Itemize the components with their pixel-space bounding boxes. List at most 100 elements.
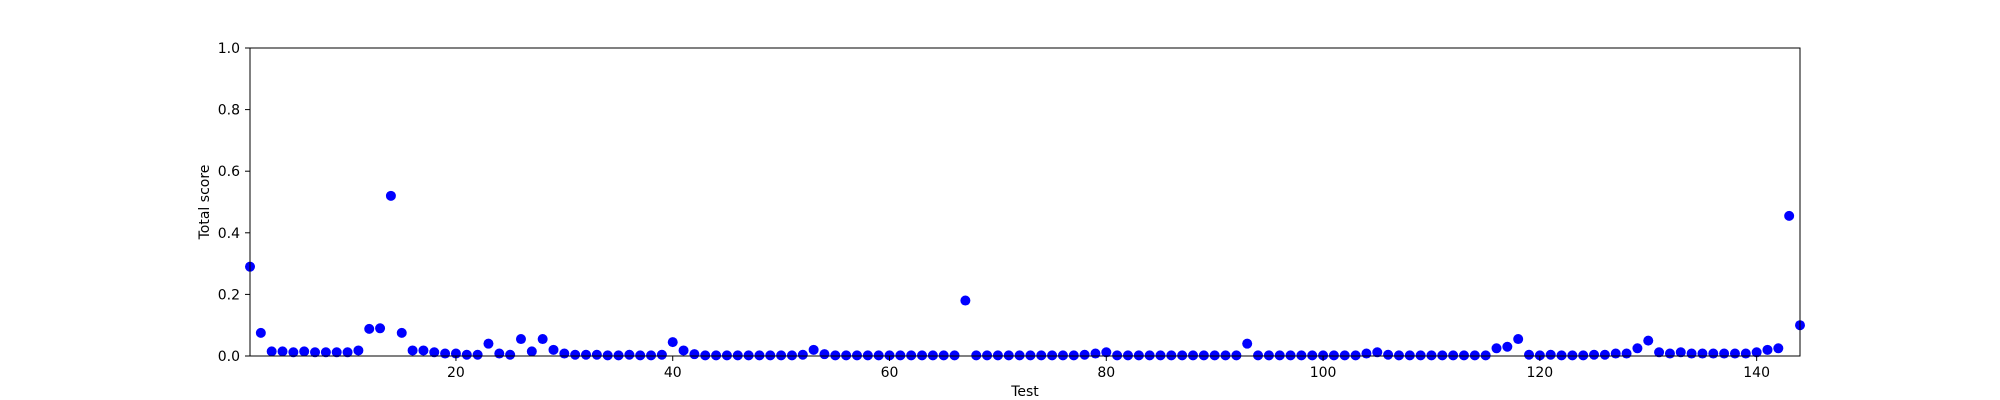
data-point — [1675, 347, 1686, 358]
data-point — [1253, 350, 1264, 361]
data-point — [375, 323, 386, 334]
data-point — [624, 349, 635, 360]
data-point — [635, 350, 646, 361]
data-point — [602, 350, 613, 361]
y-tick-label: 0.8 — [218, 103, 240, 119]
data-point — [331, 347, 342, 358]
data-point — [1036, 350, 1047, 361]
data-point — [1133, 350, 1144, 361]
data-point — [1372, 347, 1383, 358]
data-point — [418, 345, 429, 356]
x-tick-label: 60 — [881, 365, 899, 381]
x-tick-label: 140 — [1743, 365, 1770, 381]
data-point — [689, 349, 700, 360]
x-tick-label: 20 — [447, 365, 465, 381]
data-point — [1318, 350, 1329, 361]
data-point — [808, 344, 819, 355]
data-point — [776, 350, 787, 361]
data-point — [461, 349, 472, 360]
x-axis-label: Test — [1010, 384, 1039, 400]
data-point — [1513, 334, 1524, 345]
data-point — [1469, 350, 1480, 361]
data-point — [721, 350, 732, 361]
data-point — [765, 350, 776, 361]
data-point — [1166, 350, 1177, 361]
data-point — [1502, 341, 1513, 352]
data-points — [245, 190, 1805, 361]
data-point — [1524, 349, 1535, 360]
y-tick-label: 0.2 — [218, 287, 240, 303]
data-point — [1003, 350, 1014, 361]
data-point — [1025, 350, 1036, 361]
data-point — [1328, 350, 1339, 361]
data-point — [1383, 349, 1394, 360]
plot-frame — [249, 47, 1801, 357]
data-point — [678, 345, 689, 356]
data-point — [266, 346, 277, 357]
data-point — [1263, 350, 1274, 361]
data-point — [537, 334, 548, 345]
data-point — [1393, 350, 1404, 361]
data-point — [1231, 350, 1242, 361]
data-point — [1545, 349, 1556, 360]
data-point — [1361, 348, 1372, 359]
data-point — [1458, 350, 1469, 361]
data-point — [1643, 335, 1654, 346]
data-point — [364, 323, 375, 334]
data-point — [992, 350, 1003, 361]
data-point — [440, 348, 451, 359]
data-point — [1339, 350, 1350, 361]
data-point — [1122, 350, 1133, 361]
data-point — [1654, 347, 1665, 358]
data-point — [786, 350, 797, 361]
data-point — [342, 347, 353, 358]
data-point — [1057, 350, 1068, 361]
data-point — [396, 327, 407, 338]
y-tick-label: 0.6 — [218, 164, 240, 180]
data-point — [505, 349, 516, 360]
data-point — [472, 349, 483, 360]
data-point — [1610, 348, 1621, 359]
data-point — [1014, 350, 1025, 361]
data-point — [1188, 350, 1199, 361]
data-point — [255, 327, 266, 338]
data-point — [732, 350, 743, 361]
data-point — [949, 350, 960, 361]
data-point — [971, 350, 982, 361]
x-tick-label: 80 — [1097, 365, 1115, 381]
data-point — [1686, 348, 1697, 359]
data-point — [1112, 350, 1123, 361]
data-point — [700, 350, 711, 361]
data-point — [494, 348, 505, 359]
data-point — [559, 348, 570, 359]
y-axis-label: Total score — [197, 165, 213, 241]
data-point — [1773, 343, 1784, 354]
data-point — [1404, 350, 1415, 361]
y-tick-label: 0.4 — [218, 226, 240, 242]
data-point — [1415, 350, 1426, 361]
data-point — [385, 190, 396, 201]
data-point — [1209, 350, 1220, 361]
data-point — [1155, 350, 1166, 361]
y-tick-label: 0.0 — [218, 349, 240, 365]
data-point — [526, 346, 537, 357]
data-point — [483, 338, 494, 349]
data-point — [1198, 350, 1209, 361]
data-point — [1448, 350, 1459, 361]
data-point — [1480, 350, 1491, 361]
data-point — [667, 337, 678, 348]
data-point — [1144, 350, 1155, 361]
data-point — [754, 350, 765, 361]
data-point — [743, 350, 754, 361]
data-point — [591, 349, 602, 360]
x-tick-label: 40 — [664, 365, 682, 381]
data-point — [982, 350, 993, 361]
data-point — [570, 349, 581, 360]
data-point — [819, 349, 830, 360]
data-point — [1664, 348, 1675, 359]
data-point — [1491, 343, 1502, 354]
data-point — [1534, 350, 1545, 361]
data-point — [1751, 347, 1762, 358]
data-point — [1740, 348, 1751, 359]
